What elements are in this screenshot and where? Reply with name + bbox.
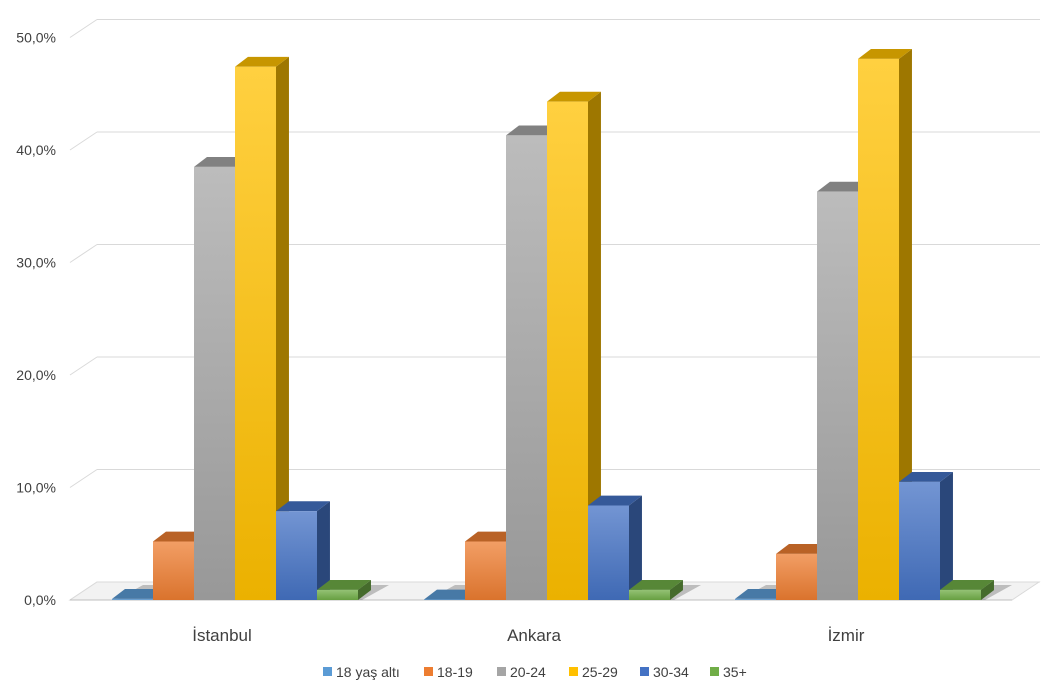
gridline-side bbox=[69, 244, 98, 263]
x-category-label: İzmir bbox=[828, 626, 865, 645]
legend-swatch bbox=[710, 667, 719, 676]
legend-item: 20-24 bbox=[497, 664, 546, 680]
legend: 18 yaş altı 18-19 20-24 25-29 30-34 35+ bbox=[323, 664, 747, 680]
legend-swatch bbox=[424, 667, 433, 676]
bars bbox=[112, 48, 1012, 601]
legend-label: 35+ bbox=[723, 664, 747, 680]
bar bbox=[940, 579, 1012, 600]
bar bbox=[547, 91, 619, 600]
bar bbox=[317, 579, 389, 600]
bar bbox=[629, 579, 701, 600]
legend-swatch bbox=[497, 667, 506, 676]
legend-item: 35+ bbox=[710, 664, 747, 680]
legend-swatch bbox=[323, 667, 332, 676]
legend-item: 18 yaş altı bbox=[323, 664, 400, 680]
legend-item: 30-34 bbox=[640, 664, 689, 680]
legend-item: 18-19 bbox=[424, 664, 473, 680]
legend-label: 30-34 bbox=[653, 664, 689, 680]
gridline-side bbox=[69, 19, 98, 38]
bar bbox=[276, 501, 348, 600]
x-category-label: Ankara bbox=[507, 626, 561, 645]
x-category-label: İstanbul bbox=[192, 626, 252, 645]
legend-label: 18 yaş altı bbox=[336, 664, 400, 680]
y-tick-label: 40,0% bbox=[16, 142, 56, 158]
legend-swatch bbox=[640, 667, 649, 676]
y-tick-label: 50,0% bbox=[16, 30, 56, 46]
bar bbox=[235, 56, 307, 601]
gridline-side bbox=[69, 131, 98, 151]
y-tick-label: 10,0% bbox=[16, 480, 56, 496]
y-tick-label: 30,0% bbox=[16, 255, 56, 271]
legend-label: 20-24 bbox=[510, 664, 546, 680]
legend-swatch bbox=[569, 667, 578, 676]
legend-item: 25-29 bbox=[569, 664, 618, 680]
y-tick-label: 0,0% bbox=[24, 592, 56, 608]
legend-label: 18-19 bbox=[437, 664, 473, 680]
gridline-side bbox=[69, 356, 98, 376]
gridline-side bbox=[69, 469, 98, 488]
legend-label: 25-29 bbox=[582, 664, 618, 680]
y-tick-label: 20,0% bbox=[16, 367, 56, 383]
